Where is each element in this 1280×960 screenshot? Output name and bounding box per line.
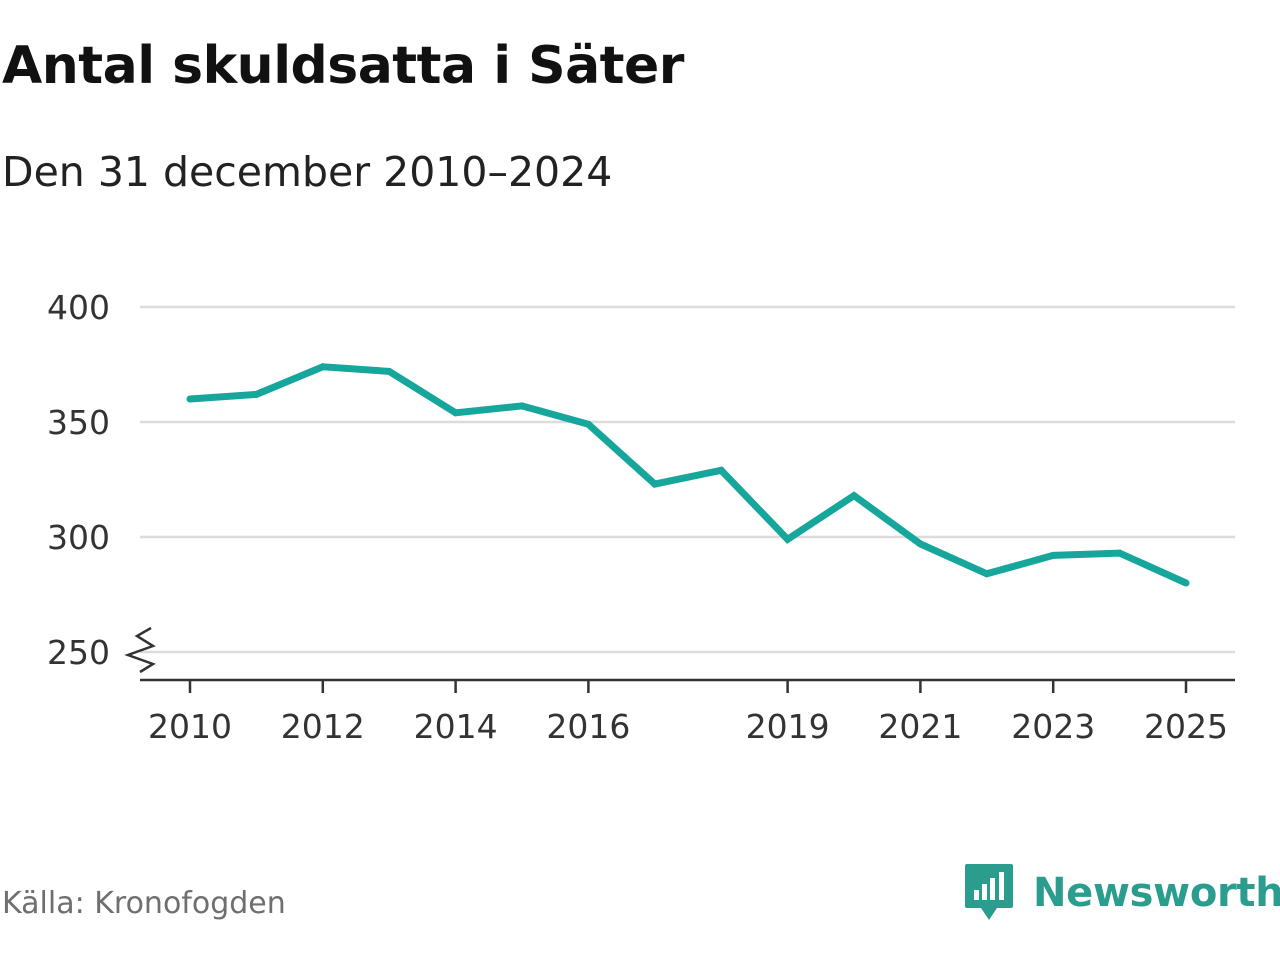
x-axis: 2010 2012 2014 2016 2019 2021 2023 2025 [140, 678, 1235, 746]
x-tick-label-2012: 2012 [281, 707, 365, 746]
source-note: Källa: Kronofogden [2, 886, 286, 921]
newsworthy-logo-icon [965, 864, 1013, 920]
x-tick-label-2019: 2019 [746, 707, 830, 746]
data-point-2015 [518, 402, 526, 410]
data-point-2024 [1116, 549, 1124, 557]
data-point-2014 [452, 409, 460, 417]
x-tick-label-2016: 2016 [546, 707, 630, 746]
data-point-2025 [1182, 579, 1190, 587]
chart-subtitle: Den 31 december 2010–2024 [2, 148, 613, 196]
data-point-2016 [584, 420, 592, 428]
x-tick-label-2021: 2021 [878, 707, 962, 746]
y-tick-label-300: 300 [47, 518, 110, 557]
line-chart: 250 300 350 400 2010 2012 2014 2016 2019 2021 202… [47, 288, 1235, 746]
grid-lines [140, 305, 1235, 654]
x-tick-label-2023: 2023 [1011, 707, 1095, 746]
data-point-2018 [717, 466, 725, 474]
chart-title: Antal skuldsatta i Säter [2, 36, 684, 96]
data-point-2022 [983, 570, 991, 578]
series-line-0 [189, 363, 1188, 587]
x-tick-label-2025: 2025 [1144, 707, 1228, 746]
data-point-2013 [385, 367, 393, 375]
y-tick-label-250: 250 [47, 633, 110, 672]
data-point-2021 [916, 540, 924, 548]
y-axis: 250 300 350 400 [47, 288, 156, 674]
data-point-2011 [252, 390, 260, 398]
data-point-2012 [319, 363, 327, 371]
data-point-2017 [651, 480, 659, 488]
data-point-2020 [850, 492, 858, 500]
data-point-2019 [784, 535, 792, 543]
x-tick-label-2014: 2014 [414, 707, 498, 746]
data-point-2010 [186, 395, 194, 403]
brand-name: Newsworthy [1033, 870, 1280, 916]
axis-break-icon [124, 626, 156, 674]
x-tick-label-2010: 2010 [148, 707, 232, 746]
y-tick-label-350: 350 [47, 403, 110, 442]
brand-logo: Newsworthy [963, 862, 1280, 924]
y-tick-label-400: 400 [47, 288, 110, 327]
data-point-2023 [1049, 551, 1057, 559]
series-group [186, 363, 1190, 587]
